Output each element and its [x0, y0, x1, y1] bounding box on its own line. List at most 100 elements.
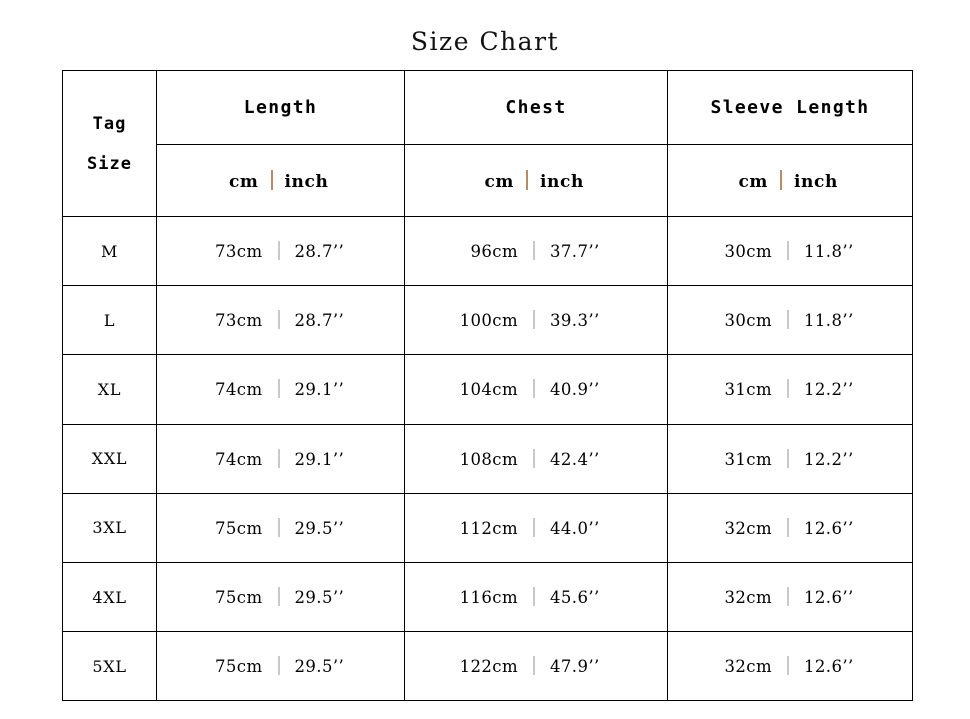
value-inch: 11.8’’	[804, 242, 854, 262]
unit-separator-length	[270, 169, 273, 190]
value-inch: 29.5’’	[294, 657, 345, 677]
measure-pair: 75cm 29.5’’	[201, 517, 361, 538]
measure-pair: 104cm 40.9’’	[456, 379, 616, 399]
cell-sleeve: 30cm 11.8’’	[667, 285, 913, 356]
cell-length: 75cm 29.5’’	[156, 561, 405, 633]
cell-size: XL	[62, 354, 157, 425]
value-separator	[787, 517, 789, 537]
measure-pair: 108cm 42.4’’	[456, 448, 616, 469]
value-separator	[787, 587, 789, 607]
value-inch: 11.8’’	[804, 311, 854, 331]
cell-size: 4XL	[62, 561, 157, 633]
cell-sleeve: 31cm 12.2’’	[667, 354, 913, 425]
value-separator	[787, 656, 789, 676]
value-cm: 104cm	[459, 380, 518, 400]
value-inch: 29.1’’	[294, 449, 345, 469]
measure-pair: 75cm 29.5’’	[201, 587, 361, 607]
cell-sleeve: 32cm 12.6’’	[667, 631, 913, 702]
value-cm: 112cm	[459, 518, 518, 538]
cell-chest: 100cm 39.3’’	[404, 285, 668, 356]
measure-pair: 100cm 39.3’’	[456, 310, 616, 330]
value-inch: 29.1’’	[294, 380, 345, 400]
value-separator	[787, 448, 789, 468]
measure-pair: 30cm 11.8’’	[710, 310, 870, 330]
unit-cm-length: cm	[228, 171, 259, 192]
value-inch: 12.6’’	[804, 588, 854, 608]
value-separator	[787, 310, 789, 330]
header-size-line: Size	[87, 153, 132, 174]
header-length: Length	[156, 70, 405, 145]
cell-size: 5XL	[62, 631, 157, 702]
unit-separator-chest	[526, 169, 528, 190]
table-row: XXL 74cm 29.1’’ 108cm 42.4’’ 31cm 12.2’’	[62, 423, 913, 494]
measure-pair: 96cm 37.7’’	[456, 241, 616, 261]
cell-size: 3XL	[62, 492, 157, 563]
value-inch: 45.6’’	[550, 588, 600, 608]
cell-length: 75cm 29.5’’	[156, 492, 405, 563]
size-table-container: Tag Size Length Chest Sleeve Length cm in…	[62, 70, 913, 702]
cell-chest: 112cm 44.0’’	[404, 492, 668, 563]
value-cm: 100cm	[459, 311, 518, 331]
header-row-groups: Tag Size Length Chest Sleeve Length	[62, 70, 913, 217]
cell-sleeve: 32cm 12.6’’	[667, 492, 913, 563]
header-length-units: cm inch	[156, 144, 405, 217]
measure-pair: 112cm 44.0’’	[456, 517, 616, 538]
value-inch: 12.2’’	[804, 449, 854, 469]
measure-pair: 73cm 28.7’’	[201, 241, 361, 261]
cell-sleeve: 31cm 12.2’’	[667, 423, 913, 494]
value-inch: 37.7’’	[550, 242, 600, 262]
header-tag-line: Tag	[92, 113, 127, 134]
value-separator	[277, 448, 280, 468]
unit-separator-sleeve	[780, 169, 782, 190]
measure-pair: 32cm 12.6’’	[710, 656, 870, 676]
cell-chest: 104cm 40.9’’	[404, 354, 668, 425]
value-separator	[787, 241, 789, 261]
value-cm: 30cm	[724, 311, 772, 331]
value-separator	[277, 379, 280, 399]
value-separator	[533, 448, 535, 468]
table-header: Tag Size Length Chest Sleeve Length cm in…	[62, 70, 913, 217]
header-sleeve-length: Sleeve Length	[667, 70, 913, 145]
cell-chest: 122cm 47.9’’	[404, 631, 668, 702]
value-cm: 75cm	[215, 518, 263, 538]
value-inch: 44.0’’	[550, 518, 600, 538]
cell-length: 74cm 29.1’’	[156, 354, 405, 425]
value-inch: 42.4’’	[550, 449, 600, 469]
value-inch: 29.5’’	[294, 588, 345, 608]
value-inch: 28.7’’	[294, 311, 345, 331]
table-row: XL 74cm 29.1’’ 104cm 40.9’’ 31cm 12.2’’	[62, 354, 913, 425]
header-sleeve-units: cm inch	[667, 144, 913, 217]
header-chest-units: cm inch	[404, 144, 668, 217]
value-separator	[533, 517, 535, 537]
cell-length: 73cm 28.7’’	[156, 285, 405, 356]
value-separator	[533, 379, 535, 399]
measure-pair: 122cm 47.9’’	[456, 656, 616, 676]
value-separator	[533, 310, 535, 330]
value-cm: 122cm	[459, 657, 518, 677]
measure-pair: 74cm 29.1’’	[201, 448, 361, 469]
cell-length: 74cm 29.1’’	[156, 423, 405, 494]
measure-pair: 32cm 12.6’’	[710, 517, 870, 538]
cell-size: M	[62, 215, 157, 287]
measure-pair: 73cm 28.7’’	[201, 310, 361, 330]
value-cm: 74cm	[215, 449, 263, 469]
unit-pair-sleeve: cm inch	[738, 169, 842, 192]
value-inch: 12.2’’	[804, 380, 854, 400]
measure-pair: 31cm 12.2’’	[710, 379, 870, 399]
header-chest: Chest	[404, 70, 668, 145]
value-cm: 75cm	[215, 657, 263, 677]
value-cm: 32cm	[724, 657, 772, 677]
measure-pair: 32cm 12.6’’	[710, 587, 870, 607]
cell-size: L	[62, 285, 157, 356]
table-row: 5XL 75cm 29.5’’ 122cm 47.9’’ 32cm 12.6’’	[62, 631, 913, 702]
cell-chest: 108cm 42.4’’	[404, 423, 668, 494]
cell-sleeve: 32cm 12.6’’	[667, 561, 913, 633]
table-row: L 73cm 28.7’’ 100cm 39.3’’ 30cm 11.8’’	[62, 285, 913, 356]
unit-cm-chest: cm	[484, 171, 514, 192]
measure-pair: 31cm 12.2’’	[710, 448, 870, 469]
value-inch: 29.5’’	[294, 518, 345, 538]
value-separator	[533, 656, 535, 676]
table-row: 4XL 75cm 29.5’’ 116cm 45.6’’ 32cm 12.6’’	[62, 561, 913, 633]
value-cm: 74cm	[215, 380, 263, 400]
